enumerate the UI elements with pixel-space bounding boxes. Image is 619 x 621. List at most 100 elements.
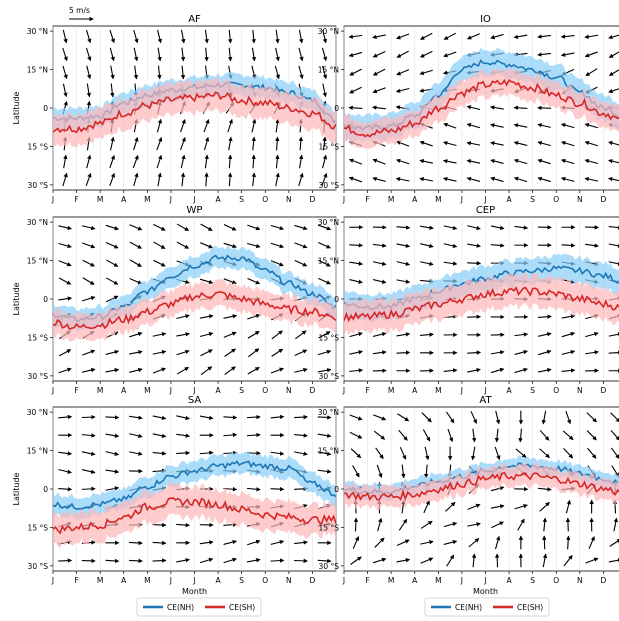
wind-vector [467, 261, 482, 266]
wind-vector [349, 279, 363, 284]
wind-vector [396, 279, 411, 284]
wind-vector [419, 159, 434, 164]
y-tick-label: 15 °N [318, 66, 339, 75]
y-tick-label: 15 °N [27, 257, 48, 266]
x-tick-label: M [144, 195, 150, 204]
wind-vector [419, 140, 433, 147]
wind-vector [372, 87, 386, 94]
wind-vector [608, 140, 619, 146]
x-tick-label: A [121, 195, 127, 204]
x-tick-label: A [412, 386, 418, 395]
wind-vector [397, 413, 410, 422]
wind-vector [560, 158, 575, 165]
wind-vector [420, 332, 434, 337]
wind-vector [176, 349, 190, 356]
wind-vector [223, 314, 238, 319]
wind-vector [608, 558, 619, 563]
wind-vector [537, 176, 551, 183]
y-tick-label: 30 °S [319, 372, 340, 381]
wind-vector [317, 224, 332, 231]
wind-vector [537, 367, 552, 373]
wind-vector [247, 277, 261, 285]
x-tick-label: M [388, 386, 394, 395]
panel-title-cep: CEP [476, 205, 495, 216]
x-tick-label: O [553, 386, 559, 395]
wind-vector [223, 557, 237, 564]
panel-title-wp: WP [187, 205, 203, 216]
wind-vector [443, 261, 458, 266]
x-tick-label: J [192, 576, 195, 585]
x-tick-label: J [51, 386, 54, 395]
wind-vector [176, 366, 190, 375]
wind-vector [176, 223, 190, 231]
wind-vector [584, 122, 599, 129]
wind-vector [466, 105, 481, 111]
x-tick-label: D [310, 195, 316, 204]
wind-vector [58, 486, 73, 492]
wind-vector [349, 68, 362, 76]
wind-vector [513, 176, 528, 183]
wind-vector [109, 29, 115, 44]
x-tick-label: J [483, 386, 486, 395]
wind-vector [560, 52, 575, 57]
wind-vector [129, 350, 143, 355]
wind-vector [294, 242, 308, 249]
wind-vector [513, 123, 528, 128]
band-sh-wp [53, 279, 336, 342]
wind-vector [396, 558, 411, 563]
wind-vector [608, 225, 619, 230]
wind-vector [152, 433, 167, 438]
wind-vector [152, 522, 167, 528]
wind-vector [157, 47, 162, 62]
x-tick-label: J [460, 386, 463, 395]
wind-vector [133, 47, 139, 62]
x-tick-label: S [239, 195, 244, 204]
wind-vector [176, 522, 191, 528]
wind-vector [133, 65, 139, 80]
wind-vector [585, 243, 599, 248]
wind-vector [561, 243, 576, 248]
wind-vector [445, 411, 455, 424]
wind-vector [200, 366, 213, 376]
wind-vector [490, 243, 505, 248]
wind-vector [223, 539, 238, 545]
wind-vector [349, 350, 364, 355]
wind-vector [349, 431, 363, 439]
wind-vector [372, 34, 386, 40]
wind-vector [105, 451, 120, 456]
wind-vector [588, 536, 595, 550]
wind-vector [490, 367, 505, 374]
wind-vector [560, 34, 575, 39]
y-axis-label: Latitude [12, 282, 21, 315]
wind-vector [443, 521, 458, 528]
wind-vector [585, 557, 599, 564]
wind-vector [420, 261, 434, 266]
wind-vector [247, 331, 260, 339]
wind-vector [537, 105, 551, 111]
wind-vector [608, 159, 619, 164]
wind-vector [129, 259, 142, 267]
wind-vector [353, 517, 359, 532]
wind-vector [560, 176, 575, 182]
wind-vector [270, 224, 285, 231]
wind-vector [156, 118, 163, 133]
wind-vector [204, 29, 209, 44]
wind-vector [275, 154, 280, 169]
x-tick-label: A [507, 195, 513, 204]
wind-vector [419, 69, 433, 76]
wind-vector [227, 29, 233, 44]
wind-vector [561, 349, 576, 355]
wind-vector [105, 486, 120, 491]
wind-vector [246, 558, 261, 563]
wind-vector [372, 68, 386, 76]
wind-vector [490, 176, 504, 183]
wind-vector [247, 224, 261, 231]
y-tick-label: 15 °N [318, 447, 339, 456]
y-tick-label: 15 °N [27, 66, 48, 75]
wind-vector [176, 332, 190, 337]
wind-vector [322, 65, 328, 80]
wind-vector [585, 331, 599, 338]
wind-vector [443, 122, 457, 129]
wind-vector [251, 118, 257, 133]
wind-vector [446, 554, 455, 567]
